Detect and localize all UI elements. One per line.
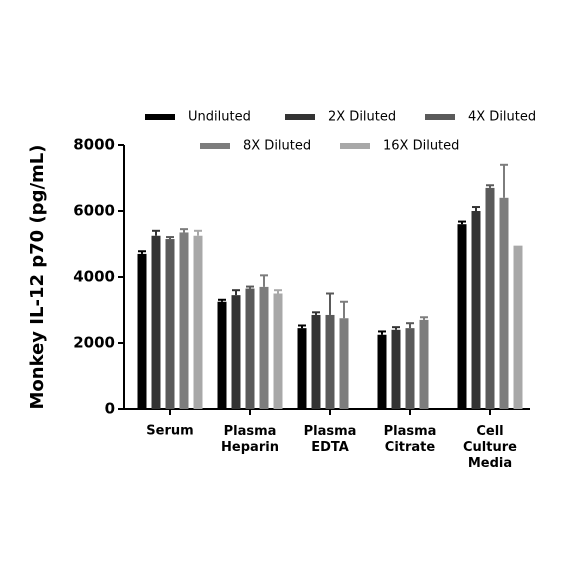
bar [499,197,509,409]
bar [273,293,283,409]
bar [405,328,415,409]
bar [377,334,387,409]
bar [485,187,495,409]
x-tick-label: Plasma Citrate [384,424,437,455]
bar [513,245,523,409]
bar [297,328,307,409]
legend-swatch [285,114,315,120]
bar [151,235,161,409]
legend-swatch [200,143,230,149]
legend-label: 4X Diluted [468,110,536,125]
x-tick-label-line: Culture [463,440,517,455]
bar [419,319,429,409]
legend-swatch [145,114,175,120]
x-tick-label: Serum [146,424,193,439]
x-tick-label: Cell Culture Media [463,424,517,471]
x-tick-label-line: Plasma [384,424,437,439]
bar [179,232,189,409]
x-tick-label-line: Heparin [221,440,279,455]
bar [311,314,321,409]
legend-swatch [340,143,370,149]
bar [457,224,467,409]
legend-label: 2X Diluted [328,110,396,125]
x-tick-label-line: Media [468,456,512,471]
x-tick-label: Plasma Heparin [221,424,279,455]
x-tick-label-line: Plasma [224,424,277,439]
x-tick-label-line: Cell [476,424,503,439]
legend-label: 16X Diluted [383,139,459,154]
bar [165,239,175,409]
legend-label: 8X Diluted [243,139,311,154]
bar [391,329,401,409]
bar [217,301,227,409]
x-tick-label-line: EDTA [311,440,349,455]
bar [193,235,203,409]
x-tick-label-line: Plasma [304,424,357,439]
y-tick-label: 8000 [73,136,115,154]
x-tick-label: Plasma EDTA [304,424,357,455]
bar [325,314,335,409]
y-axis-label: Monkey IL-12 p70 (pg/mL) [27,145,48,410]
bar [231,295,241,409]
bar [245,288,255,409]
y-tick-label: 6000 [73,202,115,220]
legend-label: Undiluted [188,110,251,125]
legend-swatch [425,114,455,120]
bar [259,286,269,409]
y-tick-label: 4000 [73,268,115,286]
bar [137,253,147,409]
bar [339,318,349,409]
bar [471,211,481,409]
y-tick-label: 2000 [73,334,115,352]
x-tick-label-line: Citrate [385,440,436,455]
y-tick-label: 0 [105,400,115,418]
